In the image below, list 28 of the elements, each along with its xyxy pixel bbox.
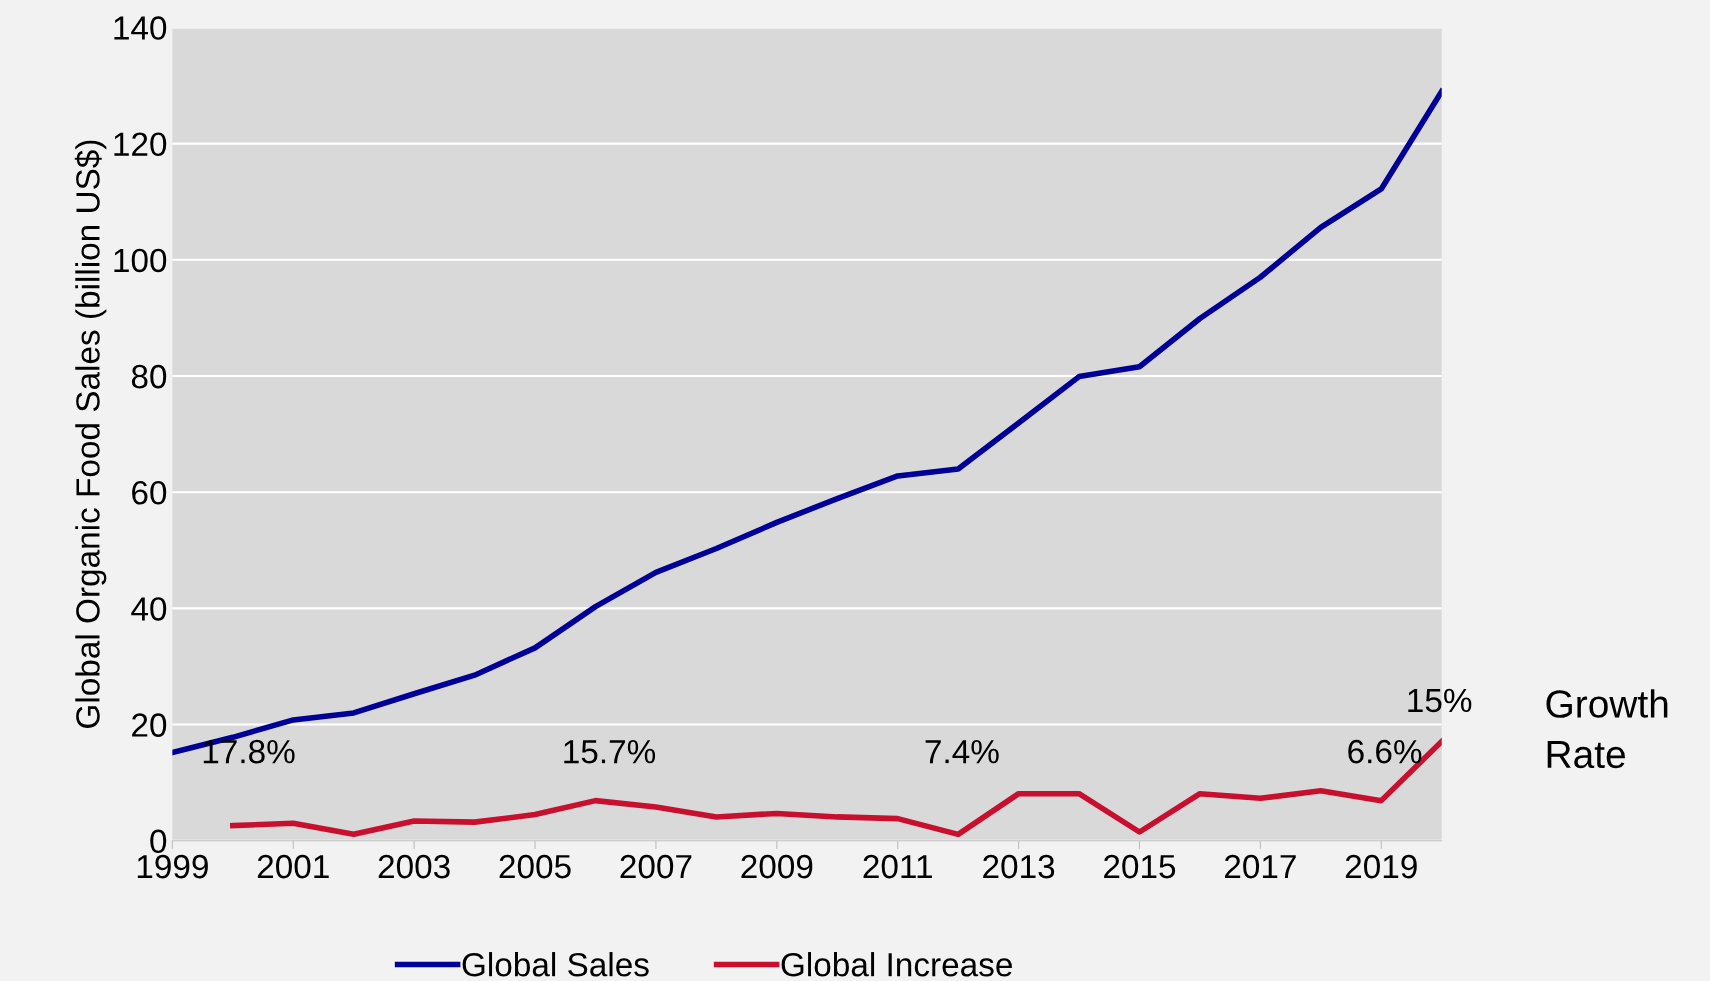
y-axis-title: Global Organic Food Sales (billion US$) — [74, 140, 107, 728]
annotation: 15% — [1408, 688, 1472, 713]
x-tick-label: 2017 — [1224, 854, 1296, 879]
x-tick-label: 2009 — [741, 854, 813, 879]
y-tick-label: 0 — [150, 829, 167, 854]
annotation: 15.7% — [564, 740, 656, 764]
x-tick-label: 2019 — [1345, 854, 1417, 879]
x-tick-label: 2005 — [499, 854, 571, 879]
x-tick-label: 1999 — [137, 854, 208, 879]
y-tick-label: 80 — [131, 364, 167, 389]
x-tick-label: 2001 — [257, 854, 329, 879]
x-tick-label: 2015 — [1104, 854, 1176, 879]
y-tick-label: 20 — [132, 713, 167, 737]
y-tick-label: 60 — [132, 480, 167, 505]
annotation: 17.8% — [203, 739, 295, 764]
y-tick-label: 100 — [114, 248, 167, 273]
x-tick-label: 2003 — [378, 854, 450, 879]
x-tick-label: 2013 — [983, 854, 1055, 879]
x-tick-label: 2007 — [620, 854, 692, 879]
legend-label: Global Sales — [462, 952, 649, 977]
legend-label: Global Increase — [781, 952, 1012, 977]
y-tick-label: 120 — [114, 132, 167, 157]
y-tick-label: 140 — [114, 16, 167, 40]
text: Growth Rate — [1546, 689, 1668, 769]
y-tick-label: 40 — [131, 597, 167, 621]
annotation: 7.4% — [925, 740, 999, 764]
annotation: 6.6% — [1348, 739, 1422, 764]
x-tick-label: 2011 — [863, 854, 932, 879]
